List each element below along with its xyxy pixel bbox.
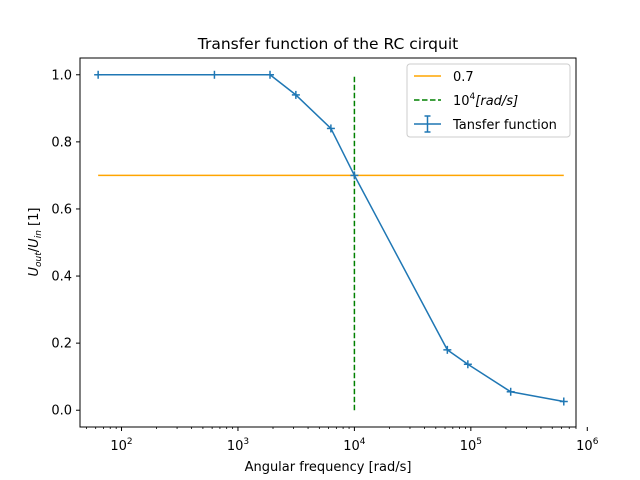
x-tick-label: 103 xyxy=(227,437,249,454)
chart-title: Transfer function of the RC cirquit xyxy=(197,35,458,53)
y-tick-label: 0.6 xyxy=(51,202,72,217)
plot-frame xyxy=(79,57,577,428)
x-axis-label: Angular frequency [rad/s] xyxy=(245,460,412,475)
y-axis-label: Uout/Uin [1] xyxy=(27,208,44,277)
y-tick-label: 0.2 xyxy=(51,337,72,352)
x-axis: 102 103 104 105 106 xyxy=(86,427,599,454)
y-tick-label: 0.0 xyxy=(51,404,72,419)
y-tick-label: 0.4 xyxy=(51,270,72,285)
data-point xyxy=(266,70,275,79)
legend-swatch-transfer xyxy=(414,115,441,133)
data-point xyxy=(443,345,452,354)
y-axis: 0.0 0.2 0.4 0.6 0.8 1.0 xyxy=(51,68,80,419)
series-line xyxy=(98,74,564,403)
y-tick-label: 1.0 xyxy=(51,68,72,83)
data-point xyxy=(463,360,472,369)
x-tick-label: 102 xyxy=(110,437,132,454)
data-point xyxy=(350,171,359,180)
plot-marks xyxy=(94,70,568,411)
legend-label-transfer: Tansfer function xyxy=(452,118,557,133)
data-point xyxy=(326,124,335,133)
data-point xyxy=(506,387,515,396)
y-tick-label: 0.8 xyxy=(51,135,72,150)
legend-frame xyxy=(406,63,571,138)
data-point xyxy=(210,70,219,79)
legend-label-omega: 104[rad/s] xyxy=(453,92,518,109)
legend: 0.7 104[rad/s] Tansfer function xyxy=(406,63,571,138)
data-point xyxy=(94,70,103,79)
x-tick-label: 105 xyxy=(460,437,482,454)
data-point xyxy=(291,90,300,99)
legend-label-0.7: 0.7 xyxy=(453,70,474,85)
data-point xyxy=(559,397,568,406)
x-tick-label: 104 xyxy=(343,437,366,454)
x-tick-label: 106 xyxy=(576,437,599,454)
